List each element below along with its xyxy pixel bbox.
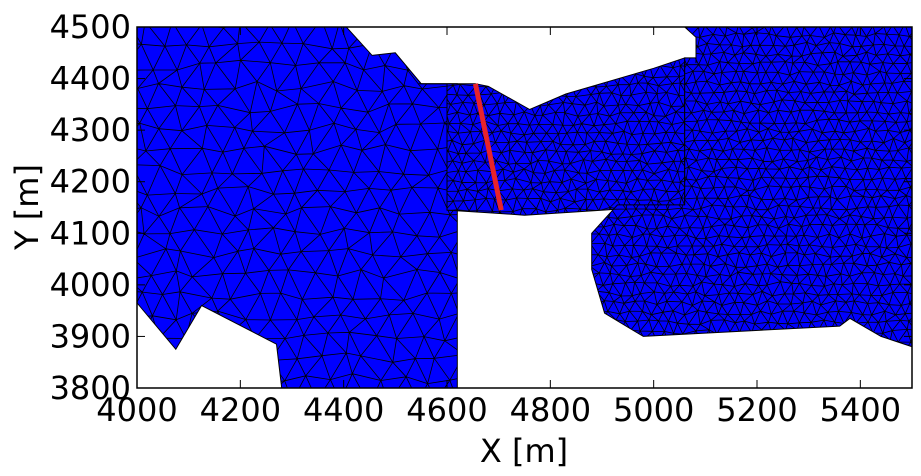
x-tick-label: 4000 bbox=[96, 391, 177, 429]
tick-layer: 4000 4200 4400 4600 4800 5000 5200 5400 3800 3900… bbox=[50, 8, 912, 429]
x-tick-label: 4200 bbox=[200, 391, 281, 429]
red-section-line bbox=[472, 83, 504, 211]
line-layer bbox=[472, 83, 504, 211]
y-axis-label: Y [m] bbox=[8, 164, 46, 251]
plot-frame bbox=[136, 26, 913, 389]
x-tick-label: 4600 bbox=[406, 391, 487, 429]
x-tick-label: 4800 bbox=[510, 391, 591, 429]
x-tick-label: 5200 bbox=[716, 391, 797, 429]
x-tick-label: 5000 bbox=[613, 391, 694, 429]
y-tick-label: 3800 bbox=[50, 369, 131, 407]
mesh-edges-right bbox=[591, 27, 912, 347]
mesh-layer bbox=[137, 27, 912, 388]
x-tick-label: 4400 bbox=[303, 391, 384, 429]
y-tick-label: 4000 bbox=[50, 266, 131, 304]
x-tick-label: 5400 bbox=[820, 391, 901, 429]
mesh-domain-left bbox=[137, 27, 458, 388]
y-tick-label: 3900 bbox=[50, 317, 131, 355]
y-tick-label: 4100 bbox=[50, 214, 131, 252]
y-tick-label: 4400 bbox=[50, 60, 131, 98]
y-tick-label: 4300 bbox=[50, 111, 131, 149]
y-tick-label: 4500 bbox=[50, 8, 131, 46]
x-axis-label: X [m] bbox=[480, 432, 568, 470]
y-tick-label: 4200 bbox=[50, 163, 131, 201]
